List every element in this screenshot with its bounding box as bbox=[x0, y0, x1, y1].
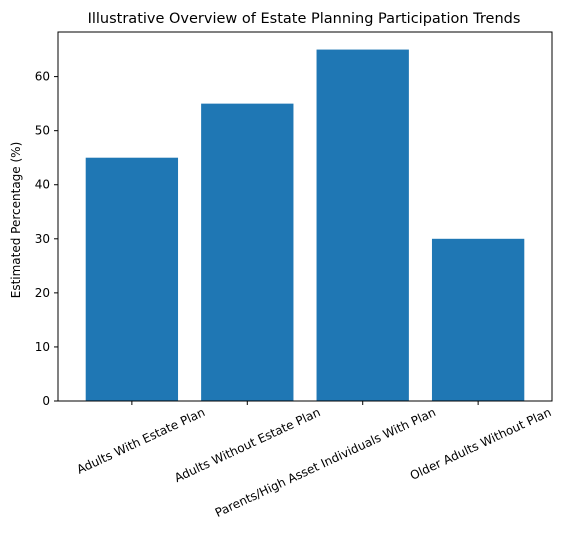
bar-4 bbox=[431, 238, 525, 401]
bar-2 bbox=[201, 103, 294, 401]
y-tick-label: 40 bbox=[35, 178, 50, 192]
y-tick-label: 50 bbox=[35, 124, 50, 138]
chart-title: Illustrative Overview of Estate Planning… bbox=[88, 11, 521, 27]
y-tick-label: 30 bbox=[35, 232, 50, 246]
y-axis-label: Estimated Percentage (%) bbox=[9, 142, 23, 299]
plot-frame bbox=[57, 31, 553, 402]
y-axis: 0 10 20 30 40 50 60 bbox=[35, 70, 58, 408]
x-tick-label: Parents/High Asset Individuals With Plan bbox=[213, 405, 438, 520]
y-tick-label: 20 bbox=[35, 286, 50, 300]
y-tick-label: 60 bbox=[35, 70, 50, 84]
bar-3 bbox=[316, 49, 409, 401]
y-tick-label: 0 bbox=[42, 394, 50, 408]
bars-group bbox=[85, 49, 525, 401]
y-tick-label: 10 bbox=[35, 340, 50, 354]
bar-1 bbox=[85, 157, 179, 401]
